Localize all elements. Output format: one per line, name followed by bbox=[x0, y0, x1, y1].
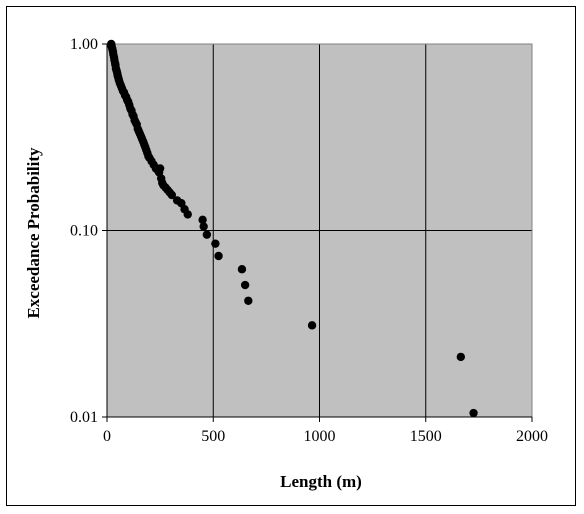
data-point bbox=[237, 265, 247, 274]
data-point bbox=[199, 222, 208, 231]
y-tick-label: 1.00 bbox=[70, 36, 98, 53]
data-point bbox=[202, 230, 212, 239]
data-point bbox=[198, 215, 207, 225]
data-point bbox=[214, 251, 223, 261]
data-point bbox=[240, 280, 250, 290]
data-point bbox=[456, 352, 466, 362]
data-point bbox=[244, 296, 253, 305]
data-point bbox=[183, 210, 192, 219]
x-tick-label: 0 bbox=[103, 428, 111, 445]
x-tick-label: 2000 bbox=[516, 428, 548, 445]
x-tick-label: 1000 bbox=[304, 428, 336, 445]
chart-frame: 0 500 1000 1500 2000 0.01 0.10 1.00 Length (m) … bbox=[6, 6, 576, 506]
data-point bbox=[307, 321, 317, 330]
data-point bbox=[211, 239, 220, 248]
y-tick-label: 0.01 bbox=[70, 409, 98, 426]
y-axis-title: Exceedance Probability bbox=[24, 147, 43, 319]
x-tick-label: 1500 bbox=[410, 428, 442, 445]
data-point bbox=[155, 164, 165, 173]
x-axis-title: Length (m) bbox=[280, 472, 362, 491]
data-point bbox=[167, 190, 177, 200]
y-tick-label: 0.10 bbox=[70, 223, 98, 240]
data-point bbox=[469, 408, 478, 418]
x-tick-label: 500 bbox=[201, 428, 225, 445]
